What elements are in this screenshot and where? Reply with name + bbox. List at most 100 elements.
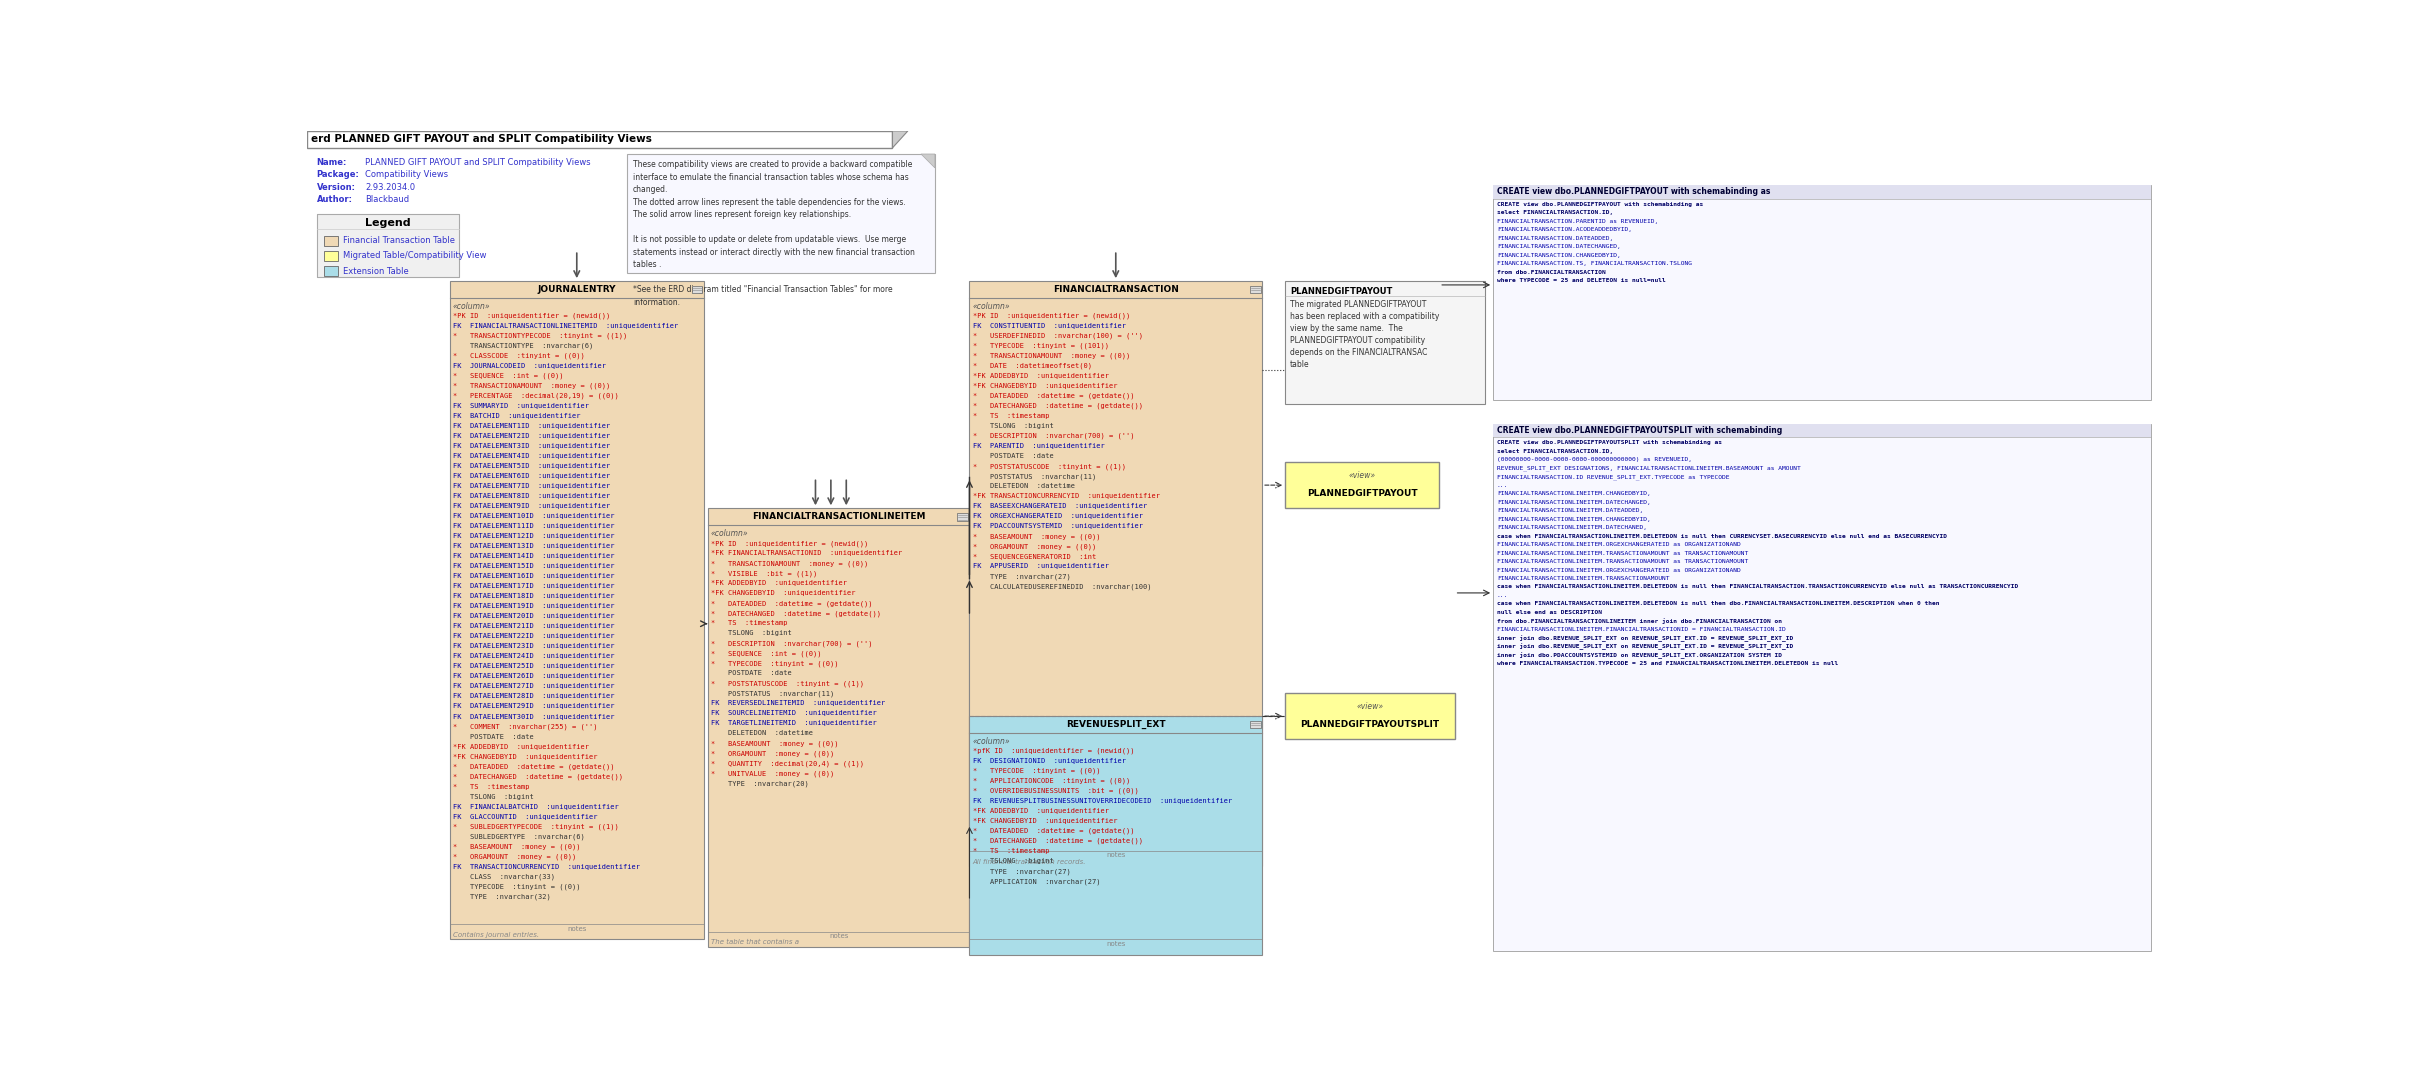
Text: CREATE view dbo.PLANNEDGIFTPAYOUTSPLIT with schemabinding: CREATE view dbo.PLANNEDGIFTPAYOUTSPLIT w…	[1497, 425, 1781, 435]
Text: FK  DATAELEMENT17ID  :uniqueidentifier: FK DATAELEMENT17ID :uniqueidentifier	[453, 584, 615, 589]
Text: from dbo.FINANCIALTRANSACTION: from dbo.FINANCIALTRANSACTION	[1497, 269, 1605, 275]
Text: 2.93.2034.0: 2.93.2034.0	[364, 182, 415, 192]
Bar	[306, 131, 892, 148]
Text: TYPE  :nvarchar(20): TYPE :nvarchar(20)	[711, 780, 807, 787]
Text: *   POSTSTATUSCODE  :tinyint = ((1)): * POSTSTATUSCODE :tinyint = ((1))	[711, 680, 863, 686]
Text: FINANCIALTRANSACTION.ACODEADDEDBYID,: FINANCIALTRANSACTION.ACODEADDEDBYID,	[1497, 227, 1632, 232]
Text: Extension Table: Extension Table	[342, 266, 407, 276]
Text: CREATE view dbo.PLANNEDGIFTPAYOUT with schemabinding as: CREATE view dbo.PLANNEDGIFTPAYOUT with s…	[1497, 188, 1771, 196]
Text: *   OVERRIDEBUSINESSUNITS  :bit = ((0)): * OVERRIDEBUSINESSUNITS :bit = ((0))	[974, 788, 1138, 794]
Text: *   DATEADDED  :datetime = (getdate()): * DATEADDED :datetime = (getdate())	[974, 393, 1135, 399]
Text: FK  DATAELEMENT14ID  :uniqueidentifier: FK DATAELEMENT14ID :uniqueidentifier	[453, 553, 615, 560]
Text: FINANCIALTRANSACTION.DATECHANGED,: FINANCIALTRANSACTION.DATECHANGED,	[1497, 244, 1620, 249]
Text: Version:: Version:	[316, 182, 357, 192]
Text: FINANCIALTRANSACTION.DATEADDED,: FINANCIALTRANSACTION.DATEADDED,	[1497, 236, 1612, 241]
Text: FK  DATAELEMENT6ID  :uniqueidentifier: FK DATAELEMENT6ID :uniqueidentifier	[453, 473, 610, 479]
Text: TYPE  :nvarchar(27): TYPE :nvarchar(27)	[974, 868, 1070, 875]
Text: FK  SUMMARYID  :uniqueidentifier: FK SUMMARYID :uniqueidentifier	[453, 404, 588, 409]
Text: Financial Transaction Table: Financial Transaction Table	[342, 236, 455, 244]
Bar	[969, 716, 1263, 955]
Bar	[1494, 184, 2152, 199]
Text: FK  DATAELEMENT28ID  :uniqueidentifier: FK DATAELEMENT28ID :uniqueidentifier	[453, 694, 615, 699]
Text: FK  GLACCOUNTID  :uniqueidentifier: FK GLACCOUNTID :uniqueidentifier	[453, 814, 598, 819]
Text: *PK ID  :uniqueidentifier = (newid()): *PK ID :uniqueidentifier = (newid())	[453, 313, 610, 320]
Text: *   BASEAMOUNT  :money = ((0)): * BASEAMOUNT :money = ((0))	[974, 533, 1099, 540]
Text: *   TS  :timestamp: * TS :timestamp	[974, 849, 1048, 854]
Text: PLANNED GIFT PAYOUT and SPLIT Compatibility Views: PLANNED GIFT PAYOUT and SPLIT Compatibil…	[364, 158, 590, 167]
Text: SUBLEDGERTYPE  :nvarchar(6): SUBLEDGERTYPE :nvarchar(6)	[453, 834, 586, 840]
Text: FK  DATAELEMENT2ID  :uniqueidentifier: FK DATAELEMENT2ID :uniqueidentifier	[453, 433, 610, 440]
Text: TSLONG  :bigint: TSLONG :bigint	[974, 423, 1053, 429]
Text: FK  DATAELEMENT3ID  :uniqueidentifier: FK DATAELEMENT3ID :uniqueidentifier	[453, 443, 610, 449]
Bar	[325, 251, 337, 261]
Text: *   SEQUENCE  :int = ((0)): * SEQUENCE :int = ((0))	[711, 650, 822, 657]
Text: Author:: Author:	[316, 195, 352, 204]
Text: The migrated PLANNEDGIFTPAYOUT
has been replaced with a compatibility
view by th: The migrated PLANNEDGIFTPAYOUT has been …	[1289, 300, 1439, 369]
Text: *FK TRANSACTIONCURRENCYID  :uniqueidentifier: *FK TRANSACTIONCURRENCYID :uniqueidentif…	[974, 493, 1159, 500]
Text: POSTSTATUS  :nvarchar(11): POSTSTATUS :nvarchar(11)	[711, 691, 834, 697]
Text: FINANCIALTRANSACTION.PARENTID as REVENUEID,: FINANCIALTRANSACTION.PARENTID as REVENUE…	[1497, 218, 1658, 224]
Text: where FINANCIALTRANSACTION.TYPECODE = 25 and FINANCIALTRANSACTIONLINEITEM.DELETE: where FINANCIALTRANSACTION.TYPECODE = 25…	[1497, 661, 1839, 666]
Text: APPLICATION  :nvarchar(27): APPLICATION :nvarchar(27)	[974, 878, 1099, 885]
Text: FK  DATAELEMENT10ID  :uniqueidentifier: FK DATAELEMENT10ID :uniqueidentifier	[453, 513, 615, 519]
Polygon shape	[921, 154, 935, 168]
Text: FK  DATAELEMENT13ID  :uniqueidentifier: FK DATAELEMENT13ID :uniqueidentifier	[453, 543, 615, 550]
Text: *   COMMENT  :nvarchar(255) = (''): * COMMENT :nvarchar(255) = ('')	[453, 723, 598, 730]
Text: *   POSTSTATUSCODE  :tinyint = ((1)): * POSTSTATUSCODE :tinyint = ((1))	[974, 463, 1125, 469]
Text: FINANCIALTRANSACTION: FINANCIALTRANSACTION	[1053, 285, 1178, 295]
Text: FK  DATAELEMENT9ID  :uniqueidentifier: FK DATAELEMENT9ID :uniqueidentifier	[453, 503, 610, 509]
Text: FK  DATAELEMENT24ID  :uniqueidentifier: FK DATAELEMENT24ID :uniqueidentifier	[453, 654, 615, 659]
Text: FK  JOURNALCODEID  :uniqueidentifier: FK JOURNALCODEID :uniqueidentifier	[453, 363, 605, 369]
Text: FK  PDACCOUNTSYSTEMID  :uniqueidentifier: FK PDACCOUNTSYSTEMID :uniqueidentifier	[974, 524, 1142, 529]
Text: FK  DATAELEMENT7ID  :uniqueidentifier: FK DATAELEMENT7ID :uniqueidentifier	[453, 483, 610, 489]
Text: Contains journal entries.: Contains journal entries.	[453, 932, 540, 938]
Text: *   BASEAMOUNT  :money = ((0)): * BASEAMOUNT :money = ((0))	[711, 740, 839, 746]
Bar	[1494, 184, 2152, 400]
Bar	[692, 286, 701, 293]
Text: FK  DATAELEMENT16ID  :uniqueidentifier: FK DATAELEMENT16ID :uniqueidentifier	[453, 574, 615, 579]
Text: FK  TARGETLINEITEMID  :uniqueidentifier: FK TARGETLINEITEMID :uniqueidentifier	[711, 720, 877, 727]
Text: *   ORGAMOUNT  :money = ((0)): * ORGAMOUNT :money = ((0))	[711, 751, 834, 757]
Text: TYPE  :nvarchar(27): TYPE :nvarchar(27)	[974, 573, 1070, 579]
Text: FK  DATAELEMENT22ID  :uniqueidentifier: FK DATAELEMENT22ID :uniqueidentifier	[453, 634, 615, 639]
Text: FK  PARENTID  :uniqueidentifier: FK PARENTID :uniqueidentifier	[974, 443, 1104, 449]
Text: «column»: «column»	[974, 736, 1010, 746]
Text: JOURNALENTRY: JOURNALENTRY	[537, 285, 617, 295]
Text: POSTDATE  :date: POSTDATE :date	[974, 453, 1053, 459]
Text: *   TYPECODE  :tinyint = ((101)): * TYPECODE :tinyint = ((101))	[974, 343, 1109, 349]
Text: *   CLASSCODE  :tinyint = ((0)): * CLASSCODE :tinyint = ((0))	[453, 352, 586, 359]
Text: FK  DATAELEMENT25ID  :uniqueidentifier: FK DATAELEMENT25ID :uniqueidentifier	[453, 663, 615, 670]
Text: FK  DATAELEMENT21ID  :uniqueidentifier: FK DATAELEMENT21ID :uniqueidentifier	[453, 623, 615, 630]
Text: case when FINANCIALTRANSACTIONLINEITEM.DELETEDON is null then dbo.FINANCIALTRANS: case when FINANCIALTRANSACTIONLINEITEM.D…	[1497, 601, 1940, 607]
Bar	[969, 281, 1263, 866]
Text: DELETEDON  :datetime: DELETEDON :datetime	[974, 483, 1075, 489]
Text: FINANCIALTRANSACTION.TS, FINANCIALTRANSACTION.TSLONG: FINANCIALTRANSACTION.TS, FINANCIALTRANSA…	[1497, 261, 1692, 266]
Text: *   UNITVALUE  :money = ((0)): * UNITVALUE :money = ((0))	[711, 770, 834, 777]
Text: FINANCIALTRANSACTIONLINEITEM.TRANSACTIONAMOUNT as TRANSACTIONAMOUNT: FINANCIALTRANSACTIONLINEITEM.TRANSACTION…	[1497, 559, 1747, 564]
Text: *   ORGAMOUNT  :money = ((0)): * ORGAMOUNT :money = ((0))	[974, 543, 1097, 550]
Text: *   DATECHANGED  :datetime = (getdate()): * DATECHANGED :datetime = (getdate())	[974, 403, 1142, 409]
Bar	[316, 214, 458, 277]
Text: case when FINANCIALTRANSACTIONLINEITEM.DELETEDON is null then CURRENCYSET.BASECU: case when FINANCIALTRANSACTIONLINEITEM.D…	[1497, 533, 1947, 539]
Text: *   TS  :timestamp: * TS :timestamp	[974, 413, 1048, 419]
Text: *   TS  :timestamp: * TS :timestamp	[453, 783, 530, 790]
Text: FINANCIALTRANSACTIONLINEITEM.FINANCIALTRANSACTIONID = FINANCIALTRANSACTION.ID: FINANCIALTRANSACTIONLINEITEM.FINANCIALTR…	[1497, 627, 1786, 632]
Text: FK  DATAELEMENT19ID  :uniqueidentifier: FK DATAELEMENT19ID :uniqueidentifier	[453, 603, 615, 610]
Text: *   TS  :timestamp: * TS :timestamp	[711, 621, 788, 626]
Text: *FK ADDEDBYID  :uniqueidentifier: *FK ADDEDBYID :uniqueidentifier	[974, 808, 1109, 814]
Text: FK  SOURCELINEITEMID  :uniqueidentifier: FK SOURCELINEITEMID :uniqueidentifier	[711, 710, 877, 717]
Text: «view»: «view»	[1350, 471, 1376, 480]
Bar	[1251, 721, 1260, 729]
Text: FK  BATCHID  :uniqueidentifier: FK BATCHID :uniqueidentifier	[453, 413, 581, 419]
Text: *   TRANSACTIONAMOUNT  :money = ((0)): * TRANSACTIONAMOUNT :money = ((0))	[974, 352, 1130, 359]
Text: TYPECODE  :tinyint = ((0)): TYPECODE :tinyint = ((0))	[453, 884, 581, 890]
Text: TSLONG  :bigint: TSLONG :bigint	[453, 793, 533, 800]
Text: *   TYPECODE  :tinyint = ((0)): * TYPECODE :tinyint = ((0))	[974, 768, 1099, 775]
Text: *   SUBLEDGERTYPECODE  :tinyint = ((1)): * SUBLEDGERTYPECODE :tinyint = ((1))	[453, 824, 619, 830]
Text: *   QUANTITY  :decimal(20,4) = ((1)): * QUANTITY :decimal(20,4) = ((1))	[711, 760, 863, 767]
Text: FINANCIALTRANSACTIONLINEITEM.TRANSACTIONAMOUNT: FINANCIALTRANSACTIONLINEITEM.TRANSACTION…	[1497, 576, 1670, 582]
Text: FK  REVERSEDLINEITEMID  :uniqueidentifier: FK REVERSEDLINEITEMID :uniqueidentifier	[711, 700, 884, 706]
Text: Legend: Legend	[364, 218, 410, 228]
Text: ...: ...	[1497, 483, 1509, 488]
Text: FINANCIALTRANSACTIONLINEITEM: FINANCIALTRANSACTIONLINEITEM	[752, 512, 925, 521]
